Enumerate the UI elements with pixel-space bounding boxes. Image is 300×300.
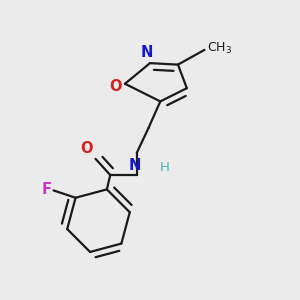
Text: F: F	[41, 182, 51, 197]
Text: N: N	[141, 45, 153, 60]
Text: H: H	[160, 160, 170, 174]
Text: CH$_3$: CH$_3$	[207, 41, 232, 56]
Text: O: O	[81, 141, 93, 156]
Text: N: N	[129, 158, 142, 173]
Text: O: O	[109, 79, 122, 94]
